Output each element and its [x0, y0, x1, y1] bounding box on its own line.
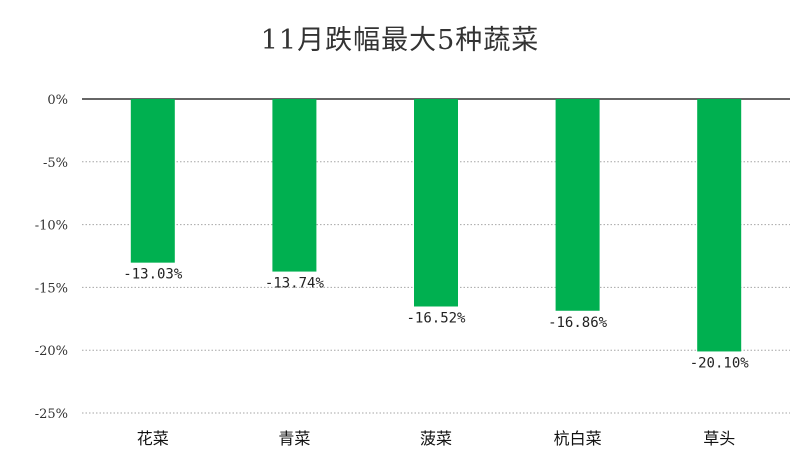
y-tick-label: 0% [47, 93, 68, 108]
data-label: -16.86% [548, 315, 608, 331]
bar [555, 99, 600, 311]
bars [130, 99, 742, 352]
y-axis: 0% -5% -10% -15% -20% -25% [35, 93, 68, 422]
category-label: 杭白菜 [554, 429, 602, 448]
y-tick-label: -20% [35, 344, 68, 359]
x-axis: 花菜 青菜 菠菜 杭白菜 草头 [137, 429, 735, 448]
category-label: 花菜 [137, 429, 169, 448]
data-label: -16.52% [406, 310, 466, 326]
y-tick-label: -5% [43, 156, 68, 171]
y-tick-label: -25% [35, 407, 68, 422]
bar [272, 99, 317, 272]
category-label: 青菜 [278, 429, 310, 448]
data-labels: -13.03% -13.74% -16.52% -16.86% -20.10% [123, 267, 749, 372]
y-tick-label: -15% [35, 281, 68, 296]
category-label: 草头 [703, 429, 735, 448]
chart-title: 11月跌幅最大5种蔬菜 [260, 25, 540, 56]
data-label: -20.10% [690, 355, 750, 371]
bar [414, 99, 458, 307]
data-label: -13.74% [265, 276, 325, 292]
data-label: -13.03% [123, 267, 183, 283]
bar [130, 99, 175, 263]
y-tick-label: -10% [35, 219, 68, 234]
bar [697, 99, 742, 352]
category-label: 菠菜 [420, 429, 452, 448]
